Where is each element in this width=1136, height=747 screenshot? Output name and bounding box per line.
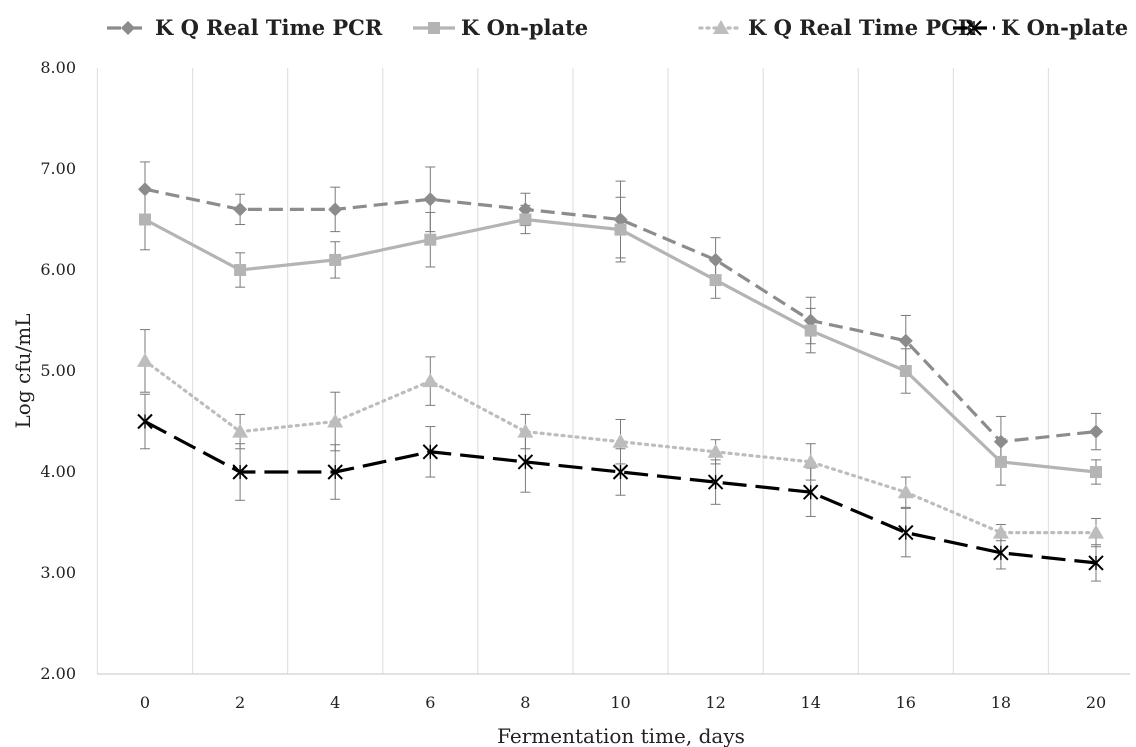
legend-marker	[428, 22, 440, 34]
y-tick-label: 2.00	[40, 664, 76, 683]
x-tick-label: 10	[610, 693, 630, 712]
x-tick-label: 0	[140, 693, 150, 712]
data-point	[1089, 424, 1103, 439]
data-point	[802, 484, 819, 500]
series-line	[144, 187, 1097, 444]
vertical-gridlines	[96, 68, 1050, 674]
data-point	[898, 333, 913, 348]
data-point	[422, 444, 439, 460]
x-tick-label: 8	[520, 693, 530, 712]
data-point	[802, 453, 819, 468]
data-point	[612, 433, 629, 448]
legend-label: K On-plate	[1001, 15, 1128, 40]
data-point	[709, 274, 722, 287]
data-point	[613, 212, 628, 227]
data-point	[424, 233, 437, 246]
x-tick-label: 16	[896, 693, 916, 712]
x-axis-title: Fermentation time, days	[497, 724, 745, 747]
data-point	[327, 413, 344, 428]
data-point	[1090, 466, 1102, 478]
data-point	[1088, 555, 1104, 571]
data-point	[232, 423, 249, 438]
data-point	[519, 213, 532, 226]
data-point	[518, 202, 533, 217]
data-point	[612, 464, 629, 480]
data-point	[897, 484, 914, 499]
data-point	[994, 455, 1007, 468]
data-point	[234, 264, 247, 276]
y-tick-label: 4.00	[40, 462, 76, 481]
x-tick-label: 6	[425, 693, 435, 712]
data-point	[899, 365, 912, 377]
data-point	[803, 313, 818, 328]
data-point	[898, 524, 914, 541]
legend-label: K Q Real Time PCR	[155, 15, 383, 40]
x-tick-label: 2	[235, 693, 245, 712]
data-point	[138, 182, 152, 197]
y-tick-label: 7.00	[40, 159, 76, 178]
data-point	[707, 443, 724, 458]
y-tick-label: 5.00	[40, 361, 76, 380]
legend-label: K Q Real Time PCR	[748, 15, 976, 40]
data-point	[708, 252, 723, 267]
series-markers	[137, 182, 1104, 571]
data-point	[707, 474, 724, 490]
legend-marker	[121, 21, 135, 35]
data-point	[614, 223, 627, 236]
data-point	[804, 324, 817, 337]
data-point	[327, 464, 343, 480]
legend-marker	[966, 20, 982, 36]
data-point	[992, 524, 1009, 539]
data-point	[137, 413, 153, 430]
data-point	[993, 434, 1008, 449]
y-axis-title: Log cfu/mL	[11, 314, 35, 429]
data-point	[232, 464, 248, 480]
x-tick-label: 4	[330, 693, 340, 712]
data-point	[329, 253, 342, 266]
data-point	[328, 202, 343, 217]
y-tick-label: 8.00	[40, 58, 76, 77]
series-line	[144, 420, 1097, 565]
data-point	[423, 192, 438, 207]
data-point	[137, 352, 153, 367]
y-tick-label: 3.00	[40, 563, 76, 582]
legend: K Q Real Time PCR K On-plate K Q Real Time…	[107, 15, 1128, 40]
data-point	[422, 373, 439, 388]
data-point	[1088, 524, 1104, 539]
legend-marker	[713, 20, 729, 34]
x-tick-label: 12	[705, 693, 725, 712]
x-tick-label: 18	[991, 693, 1011, 712]
x-axis-ticks: 0 2 4 6 8 10 12 14 16 18 20	[140, 693, 1106, 712]
data-point	[139, 213, 151, 226]
y-tick-label: 6.00	[40, 260, 76, 279]
x-tick-label: 14	[801, 693, 821, 712]
data-point	[233, 202, 248, 217]
y-axis-ticks: 2.00 3.00 4.00 5.00 6.00 7.00 8.00	[40, 58, 76, 683]
legend-label: K On-plate	[461, 15, 588, 40]
data-point	[993, 545, 1009, 561]
data-point	[517, 454, 534, 470]
x-tick-label: 20	[1086, 693, 1106, 712]
data-point	[517, 423, 534, 438]
